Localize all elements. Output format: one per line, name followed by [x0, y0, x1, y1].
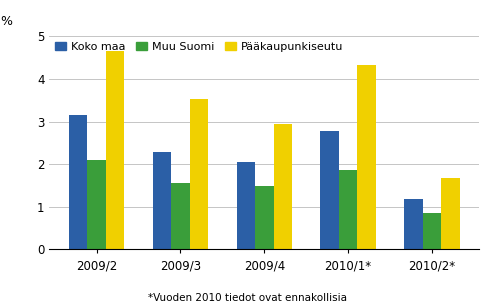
Bar: [190, 99, 208, 249]
Bar: [274, 124, 292, 249]
Bar: [423, 213, 441, 249]
Text: *Vuoden 2010 tiedot ovat ennakollisia: *Vuoden 2010 tiedot ovat ennakollisia: [148, 293, 346, 303]
Y-axis label: %: %: [0, 15, 12, 28]
Bar: [321, 130, 339, 249]
Legend: Koko maa, Muu Suomi, Pääkaupunkiseutu: Koko maa, Muu Suomi, Pääkaupunkiseutu: [55, 42, 343, 52]
Bar: [153, 152, 171, 249]
Bar: [357, 65, 376, 249]
Bar: [339, 170, 357, 249]
Bar: [441, 178, 459, 249]
Bar: [171, 183, 190, 249]
Bar: [106, 50, 124, 249]
Bar: [87, 160, 106, 249]
Bar: [69, 115, 87, 249]
Bar: [237, 162, 255, 249]
Bar: [404, 199, 423, 249]
Bar: [255, 186, 274, 249]
